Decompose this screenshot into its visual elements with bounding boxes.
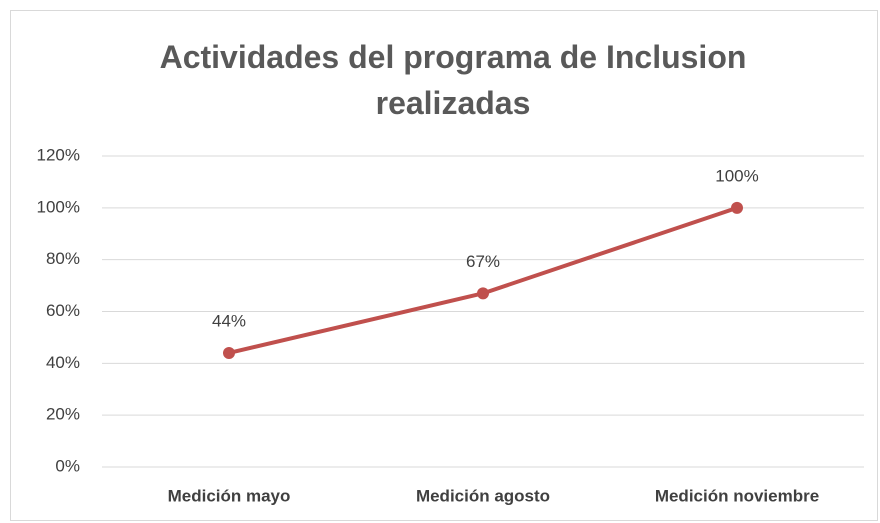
chart-frame [10,10,878,521]
y-tick-label: 40% [46,353,80,372]
y-tick-label: 80% [46,249,80,268]
data-point [223,346,235,359]
x-tick-label: Medición agosto [416,486,550,505]
data-point [731,201,743,214]
y-tick-label: 120% [37,145,80,164]
y-tick-label: 100% [37,197,80,216]
chart-title: Actividades del programa de Inclusion re… [159,39,747,121]
data-point [477,287,489,300]
y-tick-label: 60% [46,301,80,320]
data-label: 67% [466,252,500,271]
x-tick-label: Medición noviembre [655,486,819,505]
data-label: 44% [212,311,246,330]
x-tick-label: Medición mayo [168,486,291,505]
data-label: 100% [715,166,758,185]
y-tick-label: 20% [46,405,80,424]
y-tick-label: 0% [55,456,80,475]
